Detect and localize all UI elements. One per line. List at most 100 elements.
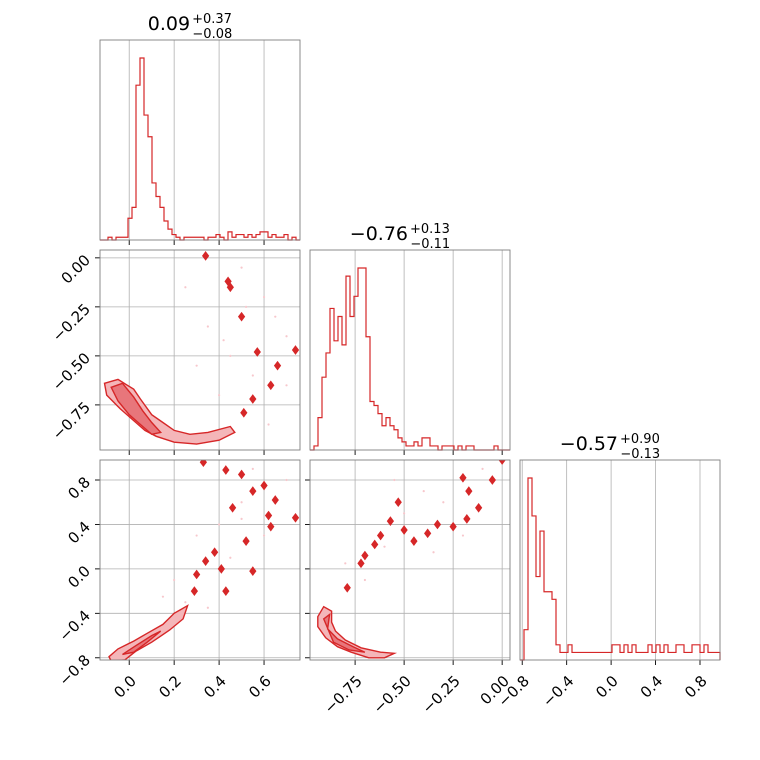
contour-outer [108,604,189,660]
contour-island [449,521,457,532]
y-tick-label: −0.50 [49,349,94,394]
y-tick-label: −0.75 [49,398,94,443]
scatter-point [262,295,266,299]
contour-island [394,497,402,508]
scatter-point [262,534,266,537]
scatter-point [222,339,225,342]
title-plus: +0.13 [410,222,450,237]
x-tick-label: −0.4 [539,672,577,710]
contour-island [343,582,351,593]
y-tick-label: −0.4 [56,607,94,645]
scatter-point [442,501,445,504]
contour-island [201,251,210,261]
contour-island [190,586,199,596]
scatter-point [229,354,232,357]
y-tick-label: −0.25 [49,300,94,345]
scatter-point [274,315,277,318]
y-tick-label: 0.4 [64,518,94,548]
histogram-panel-0 [99,39,301,245]
x-tick-label: 0.0 [110,672,140,702]
contour-island [201,556,210,566]
panel-frame [519,459,721,661]
scatter-point [184,601,187,604]
scatter-point [229,556,232,559]
x-tick-label: 0.0 [592,672,622,702]
contour-outer [103,378,236,445]
histogram-series [100,57,300,241]
title-minus: −0.11 [410,237,450,252]
contour-inner [122,630,162,656]
contour-island [249,394,257,404]
contour-inner [322,612,366,653]
contour-island [459,472,467,483]
scatter-point [251,467,254,470]
contour-island [371,539,379,550]
contour-panel-1-2 [305,459,511,665]
contour-island [267,380,275,391]
scatter-point [240,266,243,269]
panel-title: 0.09 +0.37 −0.08 [148,12,233,42]
contour-island [240,407,248,418]
contour-island [361,550,369,561]
contour-island [222,465,230,475]
contour-island [291,345,300,355]
contour-island [237,311,246,322]
contour-island [410,536,418,546]
title-plus: +0.90 [620,432,660,447]
title-minus: −0.08 [192,27,232,42]
contour-island [488,475,496,485]
contour-outer [317,605,398,659]
scatter-point [206,325,209,328]
scatter-point [344,562,347,565]
scatter-point [173,578,176,582]
x-tick-label: −0.50 [370,672,415,717]
panel-frame [99,249,301,451]
scatter-point [383,545,386,548]
y-tick-label: 0.0 [64,562,94,592]
title-minus: −0.13 [620,447,660,462]
panel-title: −0.57 +0.90 −0.13 [560,432,660,462]
scatter-point [195,534,198,537]
scatter-point [161,595,165,598]
scatter-point [285,335,288,338]
contour-island [242,536,250,546]
histogram-series [310,267,510,451]
contour-island [264,510,273,521]
title-value: −0.76 [350,223,408,245]
scatter-point [481,467,484,470]
scatter-point [218,523,221,526]
contour-island [237,469,246,480]
contour-island [465,486,473,496]
contour-island [386,516,395,526]
contour-panel-0-1 [95,249,301,455]
scatter-point [240,517,243,520]
title-value: 0.09 [148,13,190,35]
contour-island [249,566,257,576]
contour-inner [110,382,163,436]
contour-island [224,276,232,287]
scatter-point [184,286,187,289]
histogram-series [520,477,721,661]
scatter-point [285,478,288,482]
scatter-point [461,534,465,537]
scatter-point [240,501,243,504]
contour-island [463,514,471,524]
scatter-point [393,478,396,482]
scatter-point [218,393,221,397]
scatter-point [432,551,435,554]
panel-frame [99,39,301,241]
contour-island [226,282,234,293]
contour-island [193,569,201,580]
panel-title: −0.76 +0.13 −0.11 [350,222,450,252]
contour-island [498,460,506,465]
scatter-point [267,423,270,426]
contour-island [199,460,207,468]
contour-island [260,480,268,491]
contour-island [424,528,432,539]
contour-island [210,547,219,558]
scatter-point [195,364,198,367]
contour-island [357,558,365,569]
y-tick-label: 0.00 [58,251,94,287]
histogram-panel-1 [309,249,511,455]
